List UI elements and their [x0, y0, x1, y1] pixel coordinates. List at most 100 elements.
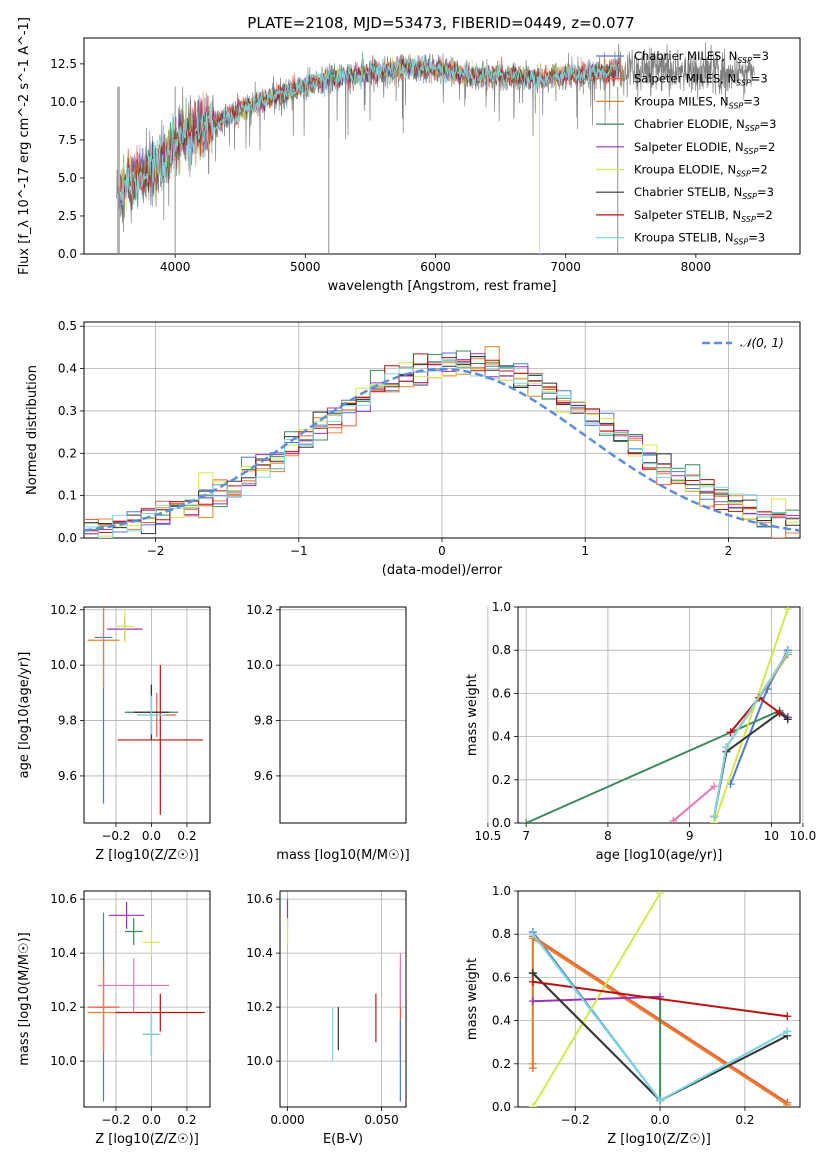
x-tick-label: 0 — [438, 544, 446, 558]
mass-weight-line — [532, 980, 788, 1018]
y-tick-label: 0.0 — [492, 1100, 511, 1114]
x-axis-label: Z [log10(Z/Z☉)] — [95, 848, 199, 863]
x-tick-label: 10.0 — [790, 829, 817, 843]
x-axis-label: wavelength [Angstrom, rest frame] — [328, 279, 557, 294]
x-tick-label: 10.5 — [475, 829, 502, 843]
x-axis-label: age [log10(age/yr)] — [596, 848, 723, 863]
x-tick-label: 0.2 — [177, 829, 196, 843]
mass-weight-line — [525, 709, 789, 823]
data-point-marker — [710, 812, 719, 821]
axes-mass-vs-Z: −0.2 0.0 0.2 10.0 10.2 10.4 10.6 Z [log10(Z/Z☉)… — [17, 890, 211, 1147]
plot-area-mass-vs-ebv — [286, 899, 401, 1102]
data-point-marker — [783, 1100, 792, 1107]
legend-spectrum: Chabrier MILES, NSSP=3 Salpeter MILES, NS… — [596, 49, 776, 247]
y-tick-label: 10.2 — [50, 1000, 77, 1014]
y-tick-label: 0.3 — [58, 404, 77, 418]
x-tick-label: 6000 — [420, 260, 451, 274]
x-tick-label: 2 — [725, 544, 733, 558]
axes-frame — [83, 321, 801, 539]
data-point-marker — [722, 743, 731, 752]
x-tick-label: −0.2 — [101, 829, 130, 843]
mass-weight-line — [713, 711, 789, 817]
y-tick-label: 10.2 — [246, 603, 273, 617]
y-tick-label: 0.0 — [58, 531, 77, 545]
y-tick-label: 0.1 — [58, 489, 77, 503]
axes-frame — [279, 606, 407, 824]
y-tick-label: 9.8 — [254, 714, 273, 728]
x-tick-label: 0.0 — [142, 829, 161, 843]
plot-area-mass-vs-Z — [87, 901, 205, 1102]
y-tick-label: 10.0 — [246, 658, 273, 672]
y-tick-label: 0.0 — [58, 247, 77, 261]
axes-age-vs-mass: 10.0 10.5 9.6 9.8 10.0 10.2 mass [log10(M/M☉)] — [246, 603, 816, 863]
y-tick-label: 10.2 — [246, 1000, 273, 1014]
data-point-marker — [783, 715, 792, 724]
axes-frame — [517, 890, 801, 1108]
y-tick-label: 9.6 — [58, 769, 77, 783]
data-point-marker — [783, 648, 792, 657]
plot-area-spectrum — [116, 42, 755, 254]
data-point-marker — [783, 607, 792, 614]
mass-weight-line — [729, 649, 789, 785]
y-tick-label: 2.5 — [58, 209, 77, 223]
y-tick-label: 0.8 — [492, 643, 511, 657]
y-tick-label: 0.5 — [58, 319, 77, 333]
legend-label: Chabrier STELIB, NSSP=3 — [634, 185, 774, 201]
x-tick-label: 0.2 — [735, 1113, 754, 1127]
y-tick-label: 1.0 — [492, 884, 511, 898]
x-tick-label: 9 — [686, 829, 694, 843]
y-tick-label: 0.2 — [58, 446, 77, 460]
axes-spectrum: 4000 5000 6000 7000 8000 0.0 2.5 5.0 7.5 10.0 12.5… — [17, 17, 801, 294]
y-tick-label: 0.4 — [492, 730, 511, 744]
data-point-marker — [783, 1012, 792, 1021]
x-tick-label: 7000 — [550, 260, 581, 274]
x-tick-label: 4000 — [160, 260, 191, 274]
y-tick-label: 0.6 — [492, 686, 511, 700]
normal-curve — [84, 367, 800, 532]
y-tick-label: 10.0 — [246, 1054, 273, 1068]
axes-frame — [83, 37, 801, 255]
figure-title: PLATE=2108, MJD=53473, FIBERID=0449, z=0… — [247, 14, 634, 32]
axes-frame — [83, 890, 211, 1108]
plot-area-age-vs-Z — [87, 607, 203, 815]
x-tick-label: 10 — [764, 829, 779, 843]
x-tick-label: 1 — [581, 544, 589, 558]
y-tick-label: 0.6 — [492, 970, 511, 984]
y-tick-label: 0.4 — [492, 1014, 511, 1028]
y-tick-label: 9.6 — [254, 769, 273, 783]
legend-label: Kroupa ELODIE, NSSP=2 — [634, 163, 768, 179]
legend-label: Kroupa MILES, NSSP=3 — [634, 94, 760, 110]
legend-label: Salpeter ELODIE, NSSP=2 — [634, 140, 775, 156]
data-point-marker — [710, 782, 719, 791]
x-axis-label: E(B-V) — [323, 1132, 363, 1147]
axes-frame — [517, 606, 801, 824]
x-tick-label: 0.0 — [651, 1113, 670, 1127]
y-axis-label: Flux [f_λ 10^-17 erg cm^-2 s^-1 A^-1] — [17, 17, 32, 275]
mass-weight-line — [672, 785, 715, 822]
y-axis-label: age [log10(age/yr)] — [17, 652, 32, 779]
x-tick-label: 0.0 — [142, 1113, 161, 1127]
axes-mass-weight-vs-Z: −0.2 0.0 0.2 0.0 0.2 0.4 0.6 0.8 1.0 Z [log10(Z/Z… — [465, 884, 801, 1147]
y-tick-label: 12.5 — [50, 57, 77, 71]
x-tick-label: 0.050 — [364, 1113, 398, 1127]
y-tick-label: 10.2 — [50, 603, 77, 617]
y-tick-label: 10.0 — [50, 95, 77, 109]
x-tick-label: 8 — [604, 829, 612, 843]
x-tick-label: −1 — [290, 544, 308, 558]
y-tick-label: 10.0 — [50, 1054, 77, 1068]
residual-histogram — [84, 362, 800, 537]
x-tick-label: −0.2 — [101, 1113, 130, 1127]
y-tick-label: 0.0 — [492, 816, 511, 830]
data-point-marker — [669, 816, 678, 823]
x-axis-label: Z [log10(Z/Z☉)] — [95, 1132, 199, 1147]
x-tick-label: 7 — [522, 829, 530, 843]
legend-label: Chabrier ELODIE, NSSP=3 — [634, 117, 776, 133]
y-tick-label: 10.6 — [246, 892, 273, 906]
y-tick-label: 10.6 — [50, 892, 77, 906]
x-tick-label: 8000 — [681, 260, 712, 274]
mass-weight-line — [531, 892, 661, 1107]
data-point-marker — [528, 1059, 537, 1068]
plot-area-mass-weight-vs-age — [522, 607, 792, 823]
y-axis-label: mass [log10(M/M☉)] — [17, 932, 32, 1065]
